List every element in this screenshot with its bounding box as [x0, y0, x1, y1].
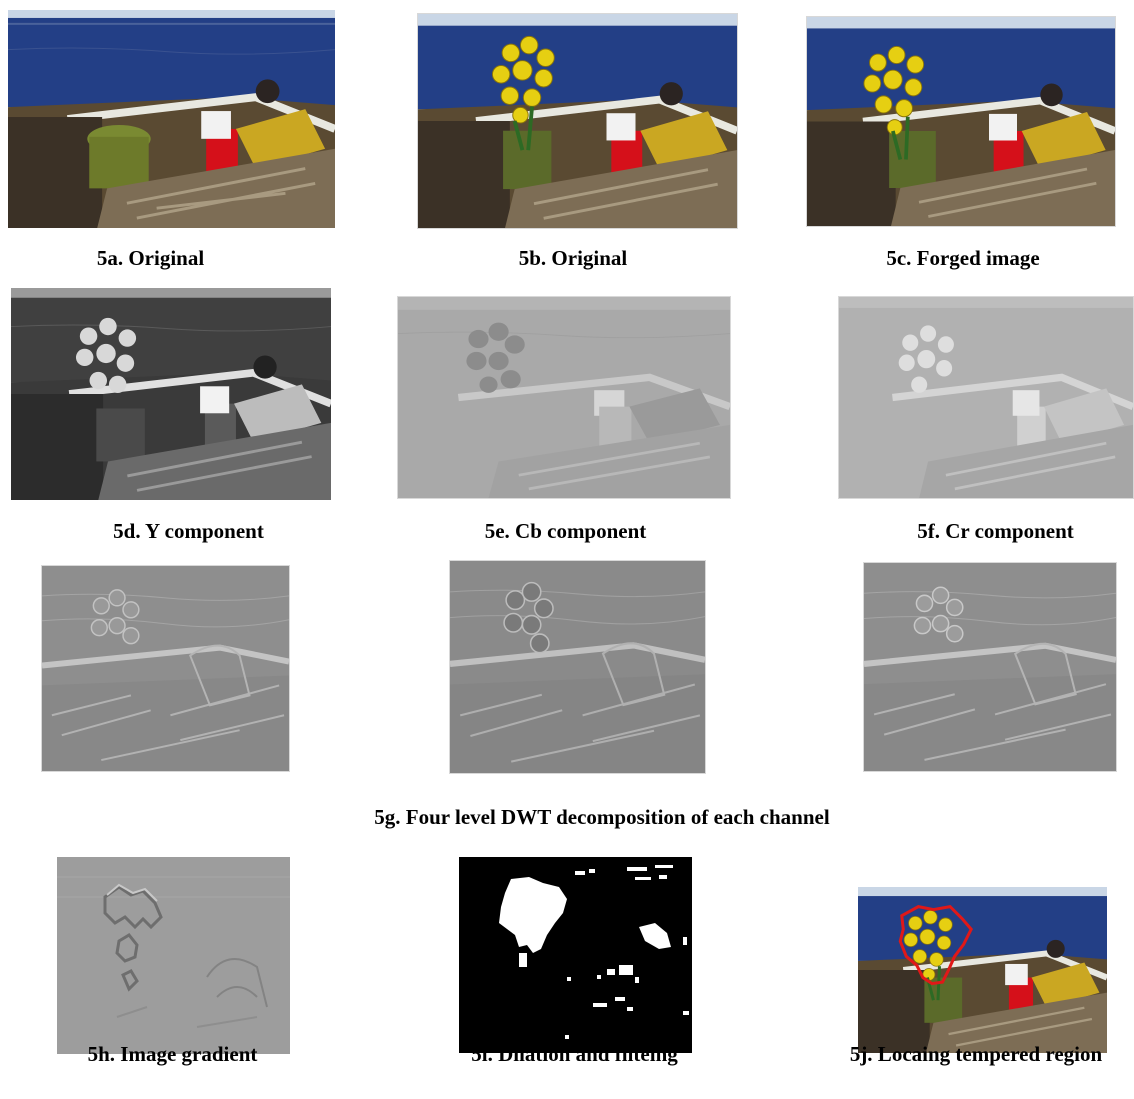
panel-5c-forged — [807, 17, 1115, 226]
caption-5e: 5e. Cb component — [484, 519, 647, 543]
panel-5d-y-component — [11, 288, 331, 500]
panel-5g-dwt-2 — [450, 561, 705, 773]
caption-5d: 5d. Y component — [113, 519, 264, 543]
caption-5i: 5i. Dilation and filteing — [471, 1042, 678, 1066]
panel-5e-cb-component — [398, 297, 730, 498]
caption-5j: 5j. Locaing tempered region — [849, 1042, 1103, 1066]
panel-5b-original — [418, 14, 737, 228]
panel-5g-dwt-3 — [864, 563, 1116, 771]
panel-5i-dilation — [459, 857, 692, 1053]
caption-5h: 5h. Image gradient — [87, 1042, 258, 1066]
caption-5g: 5g. Four level DWT decomposition of each… — [374, 805, 830, 829]
panel-5f-cr-component — [839, 297, 1133, 498]
caption-5f: 5f. Cr component — [917, 519, 1074, 543]
caption-5a: 5a. Original — [96, 246, 205, 270]
panel-5g-dwt-1 — [42, 566, 289, 771]
caption-5b: 5b. Original — [518, 246, 628, 270]
panel-5h-image-gradient — [57, 857, 290, 1054]
panel-5a-original — [8, 10, 335, 228]
panel-5j-tampered-region — [858, 887, 1107, 1053]
caption-5c: 5c. Forged image — [886, 246, 1040, 270]
